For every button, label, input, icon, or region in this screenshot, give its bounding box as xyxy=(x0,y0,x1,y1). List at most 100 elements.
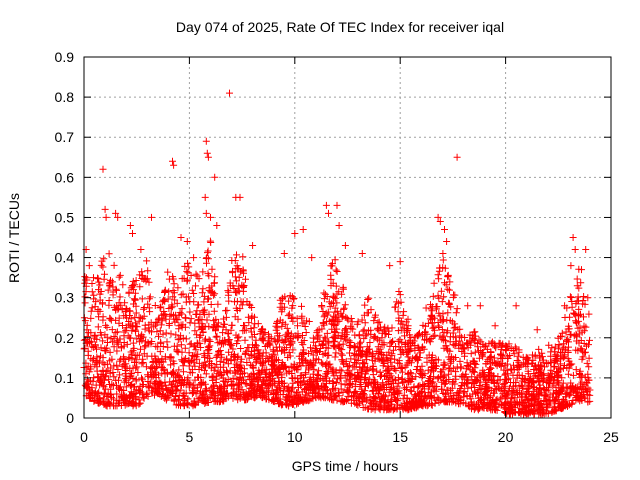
roti-point xyxy=(341,242,349,249)
roti-point xyxy=(289,363,297,371)
roti-point xyxy=(389,406,397,414)
roti-point xyxy=(101,205,109,213)
roti-point xyxy=(186,308,194,316)
roti-point xyxy=(276,316,284,324)
roti-point xyxy=(333,325,341,333)
roti-point xyxy=(564,370,572,378)
roti-point xyxy=(114,366,122,373)
roti-point xyxy=(547,366,555,374)
roti-point xyxy=(102,213,110,221)
roti-point xyxy=(553,357,561,365)
roti-point xyxy=(228,321,236,329)
roti-point xyxy=(461,388,469,395)
roti-point xyxy=(196,339,204,347)
roti-point xyxy=(312,393,320,401)
roti-point xyxy=(305,318,313,325)
roti-point xyxy=(428,378,436,386)
roti-point xyxy=(444,272,451,280)
roti-point xyxy=(199,307,207,315)
roti-point xyxy=(279,295,287,303)
roti-point xyxy=(104,286,112,294)
roti-point xyxy=(586,336,593,344)
roti-point xyxy=(535,369,543,376)
roti-point xyxy=(179,357,187,365)
roti-point xyxy=(431,383,439,391)
roti-point xyxy=(384,324,392,332)
roti-point xyxy=(356,383,364,391)
roti-point xyxy=(329,341,337,349)
roti-point xyxy=(310,374,318,382)
roti-point xyxy=(434,292,442,300)
roti-point xyxy=(548,344,556,352)
roti-point xyxy=(443,238,451,245)
roti-point xyxy=(94,399,102,407)
roti-point xyxy=(374,389,382,397)
roti-point xyxy=(438,378,446,386)
roti-point xyxy=(536,377,544,385)
roti-point xyxy=(312,377,320,385)
roti-point xyxy=(363,397,371,405)
roti-point xyxy=(335,389,343,397)
roti-point xyxy=(351,331,359,339)
roti-point xyxy=(299,341,307,349)
roti-point xyxy=(140,305,148,313)
roti-point xyxy=(132,322,140,330)
roti-point xyxy=(579,353,587,361)
roti-point xyxy=(123,364,131,372)
roti-point xyxy=(281,337,289,345)
roti-point xyxy=(447,303,455,311)
roti-point xyxy=(387,358,395,366)
roti-point xyxy=(582,323,590,331)
roti-point xyxy=(483,345,491,353)
roti-point xyxy=(401,332,408,340)
roti-point xyxy=(358,351,366,359)
roti-point xyxy=(83,333,91,340)
roti-point xyxy=(503,376,511,384)
roti-point xyxy=(278,337,286,345)
roti-point xyxy=(333,290,341,298)
roti-point xyxy=(579,297,587,304)
roti-point xyxy=(156,304,164,312)
roti-point xyxy=(190,254,198,262)
roti-point xyxy=(567,262,575,270)
roti-point xyxy=(129,364,137,372)
roti-point xyxy=(310,338,318,346)
roti-point xyxy=(106,357,114,365)
roti-point xyxy=(146,308,154,316)
roti-point xyxy=(520,375,528,383)
roti-point xyxy=(90,397,98,405)
roti-point xyxy=(335,317,343,325)
roti-point xyxy=(176,335,184,343)
roti-point xyxy=(269,351,277,359)
roti-point xyxy=(452,340,460,348)
roti-point xyxy=(238,281,246,289)
roti-point xyxy=(448,353,456,361)
roti-point xyxy=(490,340,498,348)
roti-point xyxy=(345,342,353,349)
roti-point xyxy=(369,350,376,358)
roti-point xyxy=(365,345,373,353)
roti-point xyxy=(512,400,520,408)
roti-point xyxy=(204,249,211,257)
roti-point xyxy=(259,326,267,334)
roti-point xyxy=(96,290,104,298)
roti-point xyxy=(155,332,162,340)
roti-point xyxy=(498,341,506,349)
roti-point xyxy=(299,226,307,233)
roti-point xyxy=(171,318,179,326)
roti-point xyxy=(220,388,228,396)
roti-point xyxy=(241,379,249,387)
roti-point xyxy=(167,310,175,318)
roti-point xyxy=(395,299,403,307)
roti-point xyxy=(157,379,165,387)
x-tick-label: 15 xyxy=(392,429,408,445)
roti-point xyxy=(286,352,294,360)
roti-point xyxy=(220,383,228,391)
roti-point xyxy=(162,329,170,337)
roti-point xyxy=(502,408,510,416)
roti-point xyxy=(360,334,368,342)
roti-point xyxy=(441,226,448,233)
roti-point xyxy=(261,343,269,350)
roti-point xyxy=(399,320,407,328)
roti-point xyxy=(140,312,148,320)
